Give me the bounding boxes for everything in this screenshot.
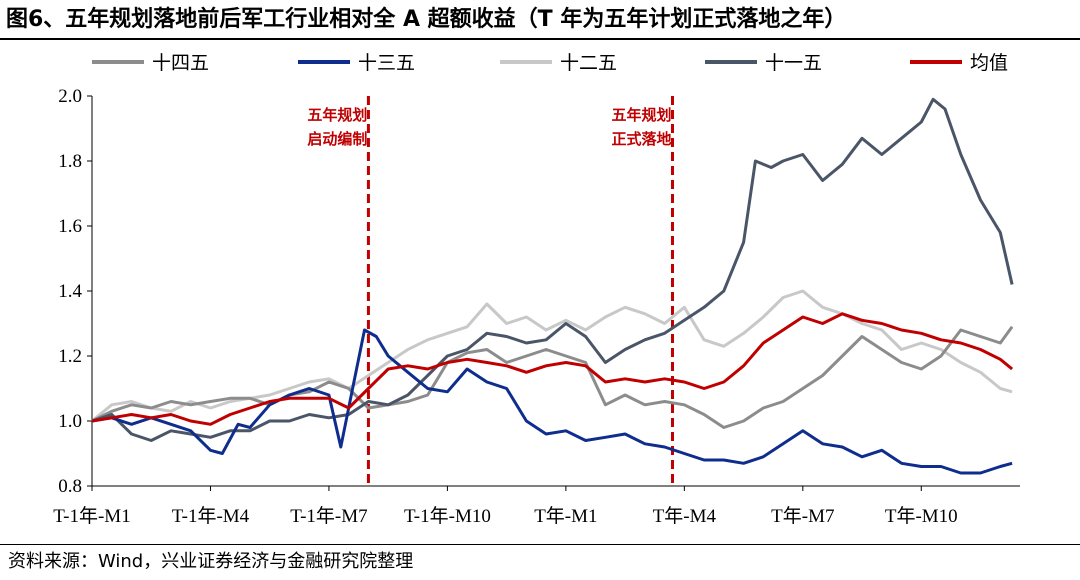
legend-label: 十四五 <box>152 52 209 74</box>
x-tick-label: T-1年-M7 <box>290 505 367 527</box>
x-tick-label: T年-M10 <box>885 505 958 527</box>
series-line-2 <box>91 328 1013 475</box>
milestone-label: 正式落地 <box>611 130 671 148</box>
series-line-1 <box>91 325 1014 429</box>
legend-label: 十二五 <box>560 52 617 74</box>
legend-label: 十一五 <box>765 52 822 74</box>
y-tick-label: 1.0 <box>58 411 82 432</box>
y-tick-label: 1.8 <box>58 151 82 172</box>
x-tick-label: T-1年-M4 <box>172 505 250 527</box>
x-tick-label: T年-M4 <box>653 505 717 527</box>
source-divider <box>0 544 1080 545</box>
legend-label: 十三五 <box>358 52 415 74</box>
milestone-label: 五年规划 <box>307 106 367 124</box>
milestone-label: 五年规划 <box>611 106 671 124</box>
y-tick-label: 0.8 <box>58 476 82 497</box>
series-line-3 <box>91 289 1013 423</box>
y-tick-label: 1.2 <box>58 346 82 367</box>
chart-legend: 十四五 十三五 十二五 十一五 均值 <box>92 52 1008 74</box>
series-line-4 <box>91 97 1014 442</box>
chart-axes: 0.8 1.0 1.2 1.4 1.6 1.8 2.0 T-1年-M1 T-1年-M4 T-1年-… <box>53 86 1020 527</box>
series-line-5 <box>91 312 1014 426</box>
y-tick-label: 1.4 <box>58 281 82 302</box>
title-underline <box>0 38 1080 40</box>
legend-label: 均值 <box>970 52 1008 74</box>
y-tick-label: 2.0 <box>58 86 82 107</box>
x-tick-label: T年-M1 <box>534 505 597 527</box>
chart-series <box>91 97 1014 475</box>
source-note: 资料来源：Wind，兴业证券经济与金融研究院整理 <box>8 551 414 572</box>
x-tick-label: T-1年-M10 <box>404 505 491 527</box>
y-tick-label: 1.6 <box>58 216 82 237</box>
x-tick-label: T-1年-M1 <box>53 505 130 527</box>
milestone-label: 启动编制 <box>307 130 367 148</box>
chart-title: 图6、五年规划落地前后军工行业相对全 A 超额收益（T 年为五年计划正式落地之年… <box>6 7 847 32</box>
x-tick-label: T年-M7 <box>771 505 834 527</box>
